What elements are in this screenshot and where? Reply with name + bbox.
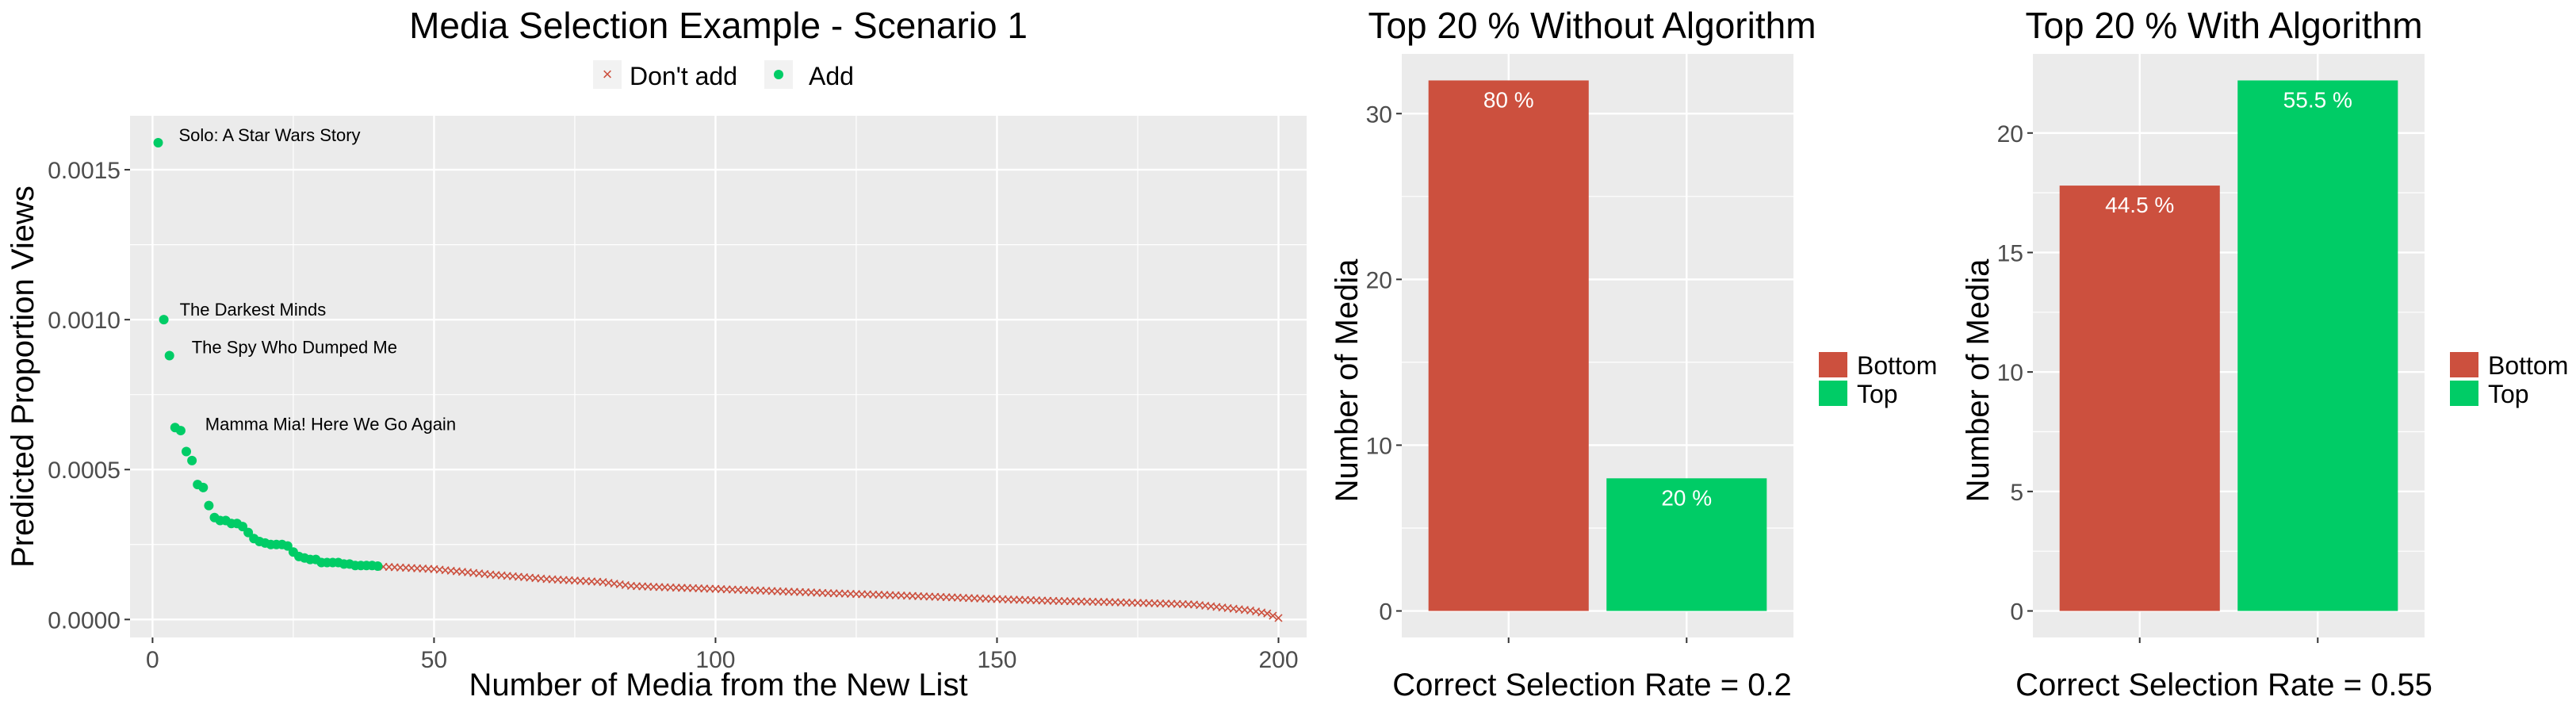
scatter-axis-ticks: 0 50 100 150 200 0.0000 0.0005 0.0010 0.0015 — [48, 158, 1298, 673]
add-point — [175, 426, 186, 436]
y-tick-label: 0 — [1379, 599, 1392, 626]
bar1-xlabel: Correct Selection Rate = 0.2 — [1392, 668, 1792, 702]
add-point — [187, 455, 197, 465]
point-annotation: Mamma Mia! Here We Go Again — [205, 414, 456, 434]
x-tick-label: 200 — [1258, 647, 1298, 673]
add-point — [238, 522, 248, 532]
y-tick-label: 0.0015 — [48, 158, 121, 184]
bar1-title: Top 20 % Without Algorithm — [1368, 5, 1816, 46]
bar2-ylabel: Number of Media — [1961, 258, 1996, 503]
bar-chart-with-algorithm: 0 5 10 15 20 44.5 % 55.5 % Top 20 % With Algo… — [1961, 5, 2568, 702]
add-point — [373, 561, 383, 571]
bar1-legend: Bottom Top — [1819, 351, 1937, 408]
bar2-xlabel: Correct Selection Rate = 0.55 — [2015, 668, 2432, 702]
y-tick-label: 0 — [2010, 599, 2023, 626]
y-tick-label: 20 — [1997, 121, 2023, 147]
legend-label-add: Add — [809, 62, 854, 90]
scatter-plot-panel — [130, 116, 1307, 637]
legend-label-bottom: Bottom — [1857, 351, 1937, 380]
legend-label-dont-add: Don't add — [630, 62, 737, 90]
legend-swatch-bottom — [2450, 352, 2478, 377]
bar1-bars: 80 % 20 % — [1428, 80, 1767, 611]
bar-data-label: 44.5 % — [2105, 193, 2174, 217]
legend-label-top: Top — [2488, 380, 2529, 408]
scatter-gridlines — [130, 116, 1307, 637]
bar1-ylabel: Number of Media — [1330, 258, 1365, 503]
scatter-legend: × Don't add Add — [593, 60, 854, 90]
bar1-axis-ticks: 0 10 20 30 — [1366, 101, 1688, 643]
point-annotation: Solo: A Star Wars Story — [179, 125, 361, 145]
y-tick-label: 0.0005 — [48, 457, 121, 484]
scatter-points — [153, 138, 1283, 622]
scatter-ylabel: Predicted Proportion Views — [6, 186, 40, 568]
x-tick-label: 100 — [695, 647, 735, 673]
y-tick-label: 0.0000 — [48, 607, 121, 634]
legend-swatch-top — [2450, 381, 2478, 406]
bar-data-label: 55.5 % — [2283, 87, 2352, 112]
point-annotation: The Darkest Minds — [180, 300, 327, 320]
bar2-legend: Bottom Top — [2450, 351, 2568, 408]
y-tick-label: 20 — [1366, 267, 1392, 293]
legend-marker-dont-add: × — [603, 64, 613, 84]
legend-label-top: Top — [1857, 380, 1898, 408]
x-tick-label: 150 — [977, 647, 1016, 673]
bar-top — [1606, 478, 1767, 611]
legend-swatch-top — [1819, 381, 1847, 406]
bar-data-label: 80 % — [1483, 87, 1534, 112]
scatter-annotations: Solo: A Star Wars Story The Darkest Minds… — [179, 125, 457, 434]
legend-marker-add — [774, 70, 783, 79]
dont-add-point — [1263, 609, 1272, 618]
y-tick-label: 10 — [1366, 433, 1392, 459]
point-annotation: The Spy Who Dumped Me — [192, 338, 397, 358]
x-tick-label: 0 — [146, 647, 159, 673]
dont-add-point — [1269, 611, 1277, 620]
add-point — [159, 315, 169, 325]
y-tick-label: 5 — [2010, 480, 2023, 506]
add-point — [153, 138, 163, 148]
y-tick-label: 10 — [1997, 360, 2023, 386]
bar2-bars: 44.5 % 55.5 % — [2059, 80, 2398, 611]
legend-label-bottom: Bottom — [2488, 351, 2568, 380]
add-point — [198, 482, 209, 492]
bar-bottom — [2059, 186, 2220, 611]
add-point — [164, 350, 174, 361]
y-tick-label: 30 — [1366, 101, 1392, 128]
legend-swatch-bottom — [1819, 352, 1847, 377]
x-tick-label: 50 — [421, 647, 447, 673]
bar2-axis-ticks: 0 5 10 15 20 — [1997, 121, 2319, 643]
bar-top — [2237, 80, 2398, 611]
scatter-title: Media Selection Example - Scenario 1 — [409, 5, 1028, 46]
y-tick-label: 15 — [1997, 240, 2023, 266]
bar-data-label: 20 % — [1661, 485, 1712, 510]
add-point — [204, 500, 214, 511]
dont-add-point — [1274, 614, 1283, 622]
bar2-title: Top 20 % With Algorithm — [2025, 5, 2422, 46]
legend-key-dont-add — [593, 60, 622, 89]
bar-chart-without-algorithm: 0 10 20 30 80 % 20 % Top 20 % Without Algori… — [1330, 5, 1937, 702]
scatter-chart: 0 50 100 150 200 0.0000 0.0005 0.0010 0.0015 Sol… — [6, 5, 1307, 702]
add-point — [243, 527, 254, 538]
y-tick-label: 0.0010 — [48, 308, 121, 334]
add-point — [282, 541, 293, 551]
scatter-xlabel: Number of Media from the New List — [469, 668, 967, 702]
bar-bottom — [1428, 80, 1589, 611]
add-point — [182, 446, 192, 457]
